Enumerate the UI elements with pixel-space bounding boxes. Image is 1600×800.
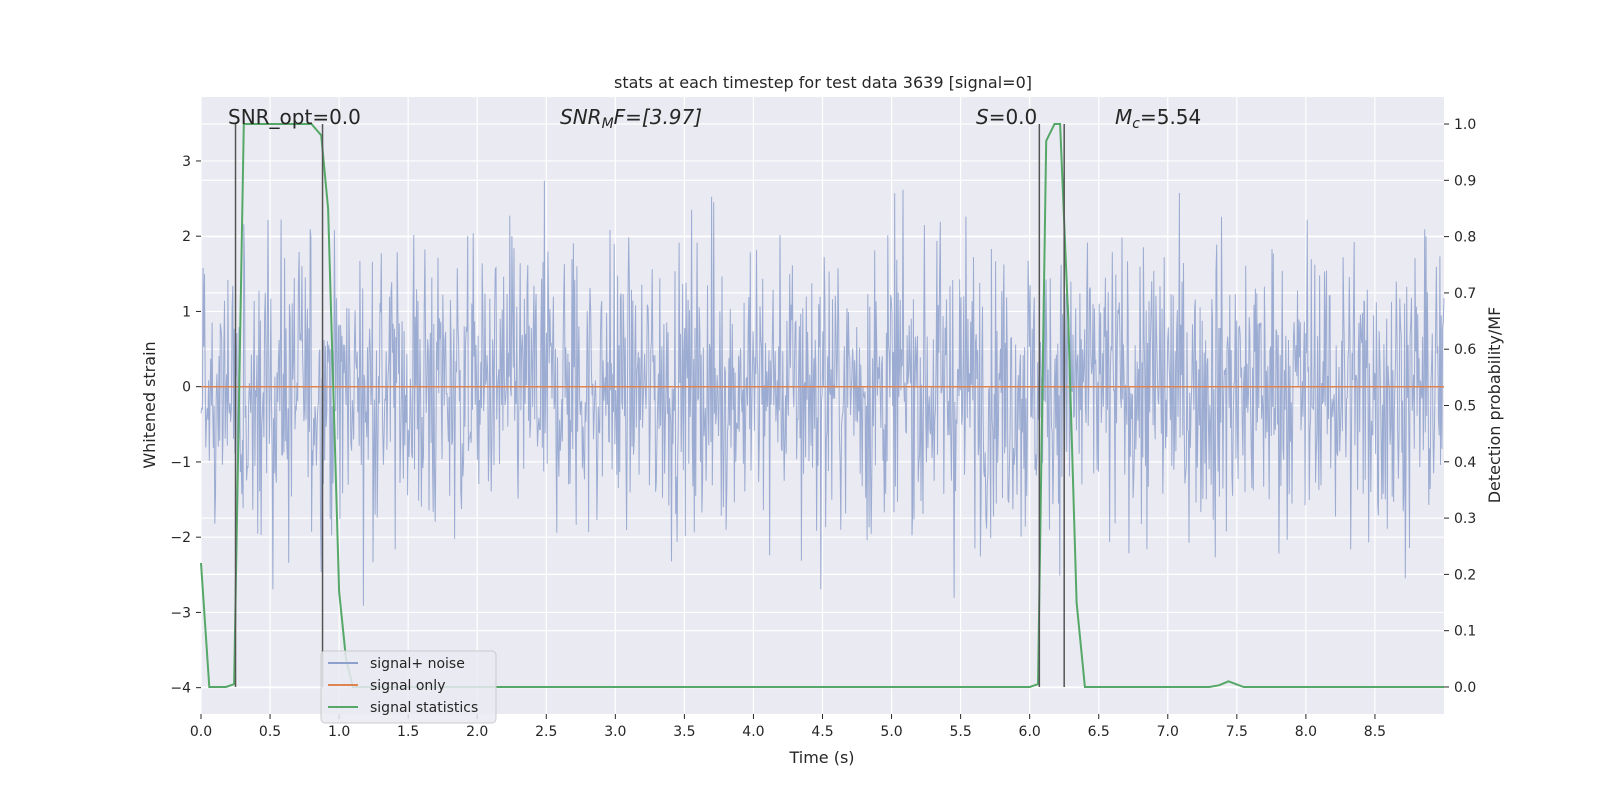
series-layer bbox=[200, 123, 1444, 688]
annotation-mc: Mc=5.54 bbox=[1115, 105, 1201, 132]
x-tick-label: 3.5 bbox=[673, 724, 695, 740]
x-tick-label: 7.0 bbox=[1157, 724, 1179, 740]
y-tick-label: −2 bbox=[170, 530, 191, 546]
y-tick-label: −4 bbox=[170, 681, 191, 697]
tick-labels: 0.0 0.5 1.0 1.5 2.0 2.5 3.0 3.5 4.0 4.5 5.0 5.5 6.0 6… bbox=[170, 117, 1476, 740]
annotation-mc-value: =5.54 bbox=[1140, 105, 1201, 129]
annotation-snr-opt: SNR_opt=0.0 bbox=[228, 105, 361, 129]
series-signal-noise bbox=[200, 180, 1445, 606]
x-tick-label: 2.0 bbox=[466, 724, 488, 740]
legend-label-statistics: signal statistics bbox=[370, 700, 478, 716]
y2-tick-label: 0.5 bbox=[1454, 399, 1476, 415]
series-signal-statistics bbox=[200, 123, 1444, 688]
annotation-s: S=0.0 bbox=[976, 105, 1037, 129]
x-tick-label: 7.5 bbox=[1226, 724, 1248, 740]
x-tick-label: 8.5 bbox=[1364, 724, 1386, 740]
annotation-s-label: S bbox=[976, 105, 989, 129]
annotation-mc-sub: c bbox=[1132, 116, 1140, 132]
y2-tick-label: 0.0 bbox=[1454, 680, 1476, 696]
annotation-snr-mf-sub: M bbox=[602, 116, 614, 132]
chart-title: stats at each timestep for test data 363… bbox=[614, 73, 1032, 92]
x-tick-label: 0.0 bbox=[190, 724, 212, 740]
legend-label-noise: signal+ noise bbox=[370, 656, 465, 672]
y-tick-label: 0 bbox=[182, 380, 191, 396]
y-tick-label: 3 bbox=[182, 154, 191, 170]
x-tick-label: 1.5 bbox=[397, 724, 419, 740]
x-tick-label: 4.0 bbox=[742, 724, 764, 740]
x-tick-label: 0.5 bbox=[259, 724, 281, 740]
annotation-snr-mf-rest: F=[3.97] bbox=[614, 105, 702, 129]
y-tick-label: 1 bbox=[182, 304, 191, 320]
y-tick-label: −3 bbox=[170, 605, 191, 621]
y2-tick-label: 0.3 bbox=[1454, 511, 1476, 527]
noise-series bbox=[200, 180, 1445, 606]
y2-tick-label: 0.4 bbox=[1454, 455, 1476, 471]
x-tick-label: 6.0 bbox=[1019, 724, 1041, 740]
annotation-s-value: =0.0 bbox=[989, 105, 1038, 129]
y-tick-label: −1 bbox=[170, 455, 191, 471]
x-tick-label: 1.0 bbox=[328, 724, 350, 740]
x-tick-label: 5.0 bbox=[880, 724, 902, 740]
x-tick-label: 8.0 bbox=[1295, 724, 1317, 740]
x-tick-label: 6.5 bbox=[1088, 724, 1110, 740]
y2-tick-label: 0.7 bbox=[1454, 286, 1476, 302]
y2-axis-label: Detection probability/MF bbox=[1485, 307, 1504, 504]
annotation-mc-label: M bbox=[1115, 105, 1132, 129]
y2-tick-label: 1.0 bbox=[1454, 117, 1476, 133]
y2-tick-label: 0.6 bbox=[1454, 342, 1476, 358]
y2-tick-label: 0.1 bbox=[1454, 624, 1476, 640]
annotation-snr-mf: SNRMF=[3.97] bbox=[560, 105, 702, 132]
annotation-snr-mf-main: SNR bbox=[560, 105, 602, 129]
x-tick-label: 4.5 bbox=[811, 724, 833, 740]
legend: signal+ noise signal only signal statist… bbox=[320, 650, 497, 724]
vertical-markers bbox=[234, 124, 1065, 687]
y-axis-label: Whitened strain bbox=[140, 341, 159, 468]
legend-label-signal-only: signal only bbox=[370, 678, 445, 694]
x-tick-label: 3.0 bbox=[604, 724, 626, 740]
y2-tick-label: 0.8 bbox=[1454, 230, 1476, 246]
y-tick-label: 2 bbox=[182, 229, 191, 245]
x-axis-label: Time (s) bbox=[788, 748, 854, 767]
y2-tick-label: 0.2 bbox=[1454, 567, 1476, 583]
y2-tick-label: 0.9 bbox=[1454, 173, 1476, 189]
legend-box bbox=[320, 650, 497, 724]
x-tick-label: 2.5 bbox=[535, 724, 557, 740]
x-tick-label: 5.5 bbox=[949, 724, 971, 740]
